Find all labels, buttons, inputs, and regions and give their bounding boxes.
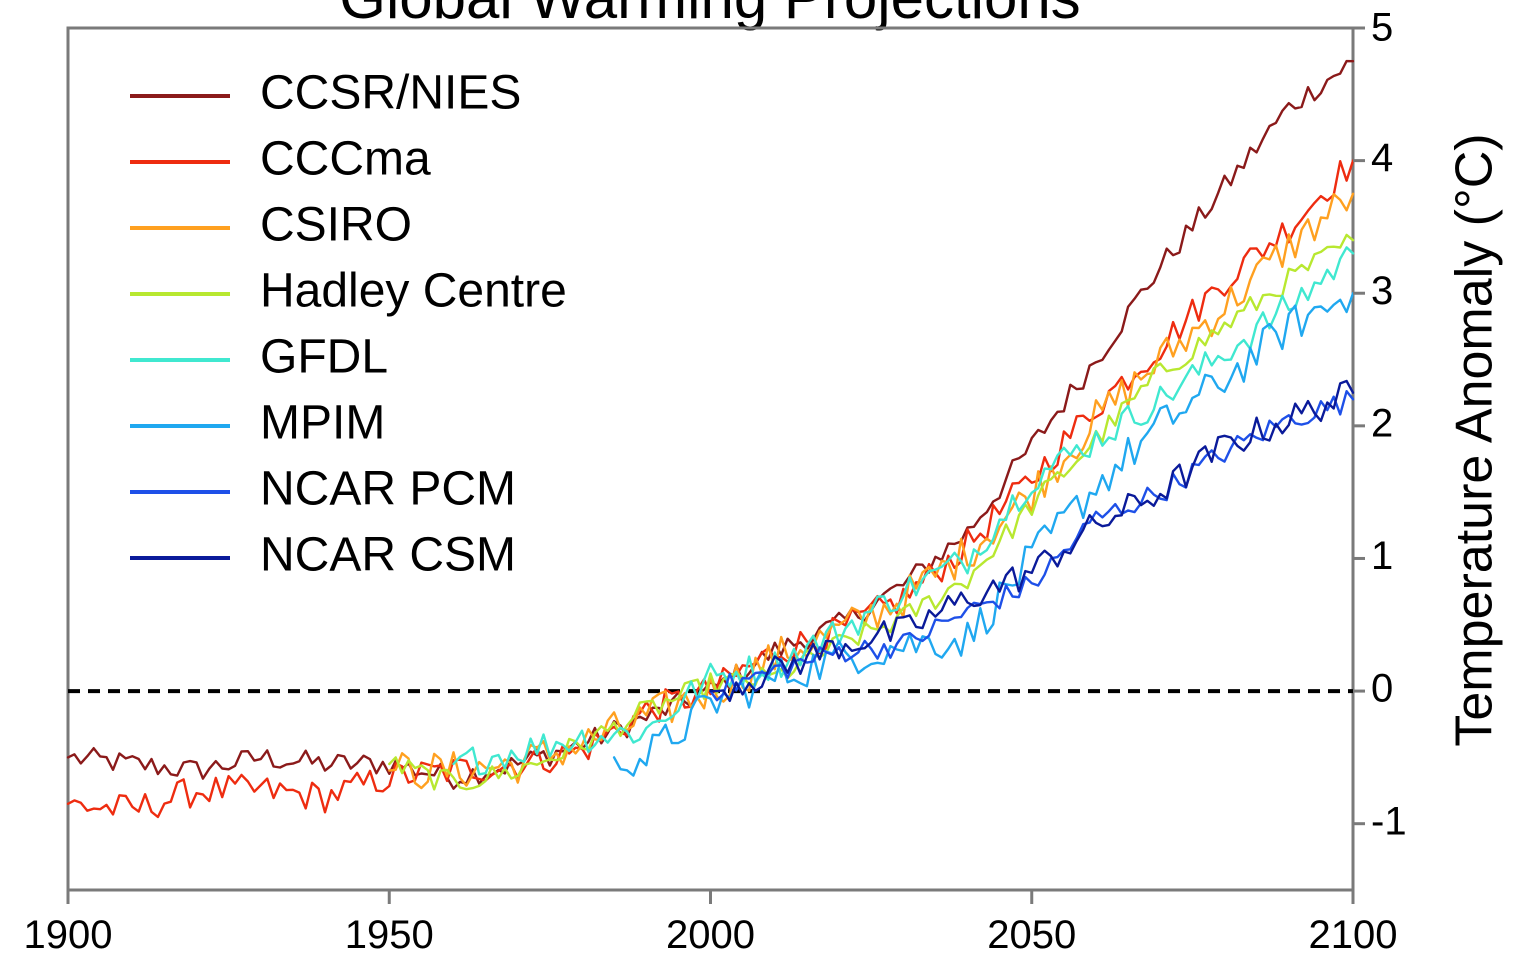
legend: CCSR/NIES CCCma CSIRO Hadley Centre GFDL MPIM… bbox=[130, 67, 567, 582]
x-tick-label: 1900 bbox=[24, 913, 113, 957]
legend-label-hadley-centre: Hadley Centre bbox=[260, 265, 567, 318]
y-axis-title: Temperature Anomaly (°C) bbox=[1446, 133, 1504, 746]
legend-label-ncar-csm: NCAR CSM bbox=[260, 529, 516, 582]
y-tick-label: -1 bbox=[1371, 799, 1407, 843]
series-line-hadley-centre bbox=[388, 233, 1355, 791]
legend-label-mpim: MPIM bbox=[260, 397, 385, 450]
x-axis: 1900 1950 2000 2050 2100 bbox=[24, 890, 1398, 957]
x-tick-label: 2050 bbox=[987, 913, 1076, 957]
legend-label-gfdl: GFDL bbox=[260, 331, 388, 384]
y-tick-label: 5 bbox=[1371, 6, 1393, 50]
legend-label-ncar-pcm: NCAR PCM bbox=[260, 463, 516, 516]
series-line-ncar-csm bbox=[709, 379, 1355, 703]
y-tick-label: 1 bbox=[1371, 534, 1393, 578]
x-tick-label: 2100 bbox=[1309, 913, 1398, 957]
y-tick-label: 2 bbox=[1371, 401, 1393, 445]
y-axis: -1 0 1 2 3 4 5 bbox=[1353, 6, 1407, 843]
y-tick-label: 4 bbox=[1371, 136, 1393, 180]
series-line-mpim bbox=[612, 292, 1355, 777]
series-line-cccma bbox=[66, 159, 1355, 819]
series-layer bbox=[66, 59, 1355, 819]
legend-label-cccma: CCCma bbox=[260, 133, 431, 186]
y-tick-label: 0 bbox=[1371, 667, 1393, 711]
legend-label-csiro: CSIRO bbox=[260, 199, 412, 252]
x-tick-label: 1950 bbox=[345, 913, 434, 957]
x-tick-label: 2000 bbox=[666, 913, 755, 957]
chart-title: Global Warming Projections bbox=[339, 0, 1080, 31]
y-tick-label: 3 bbox=[1371, 269, 1393, 313]
series-line-gfdl bbox=[452, 246, 1355, 776]
legend-label-ccsr-nies: CCSR/NIES bbox=[260, 67, 521, 120]
